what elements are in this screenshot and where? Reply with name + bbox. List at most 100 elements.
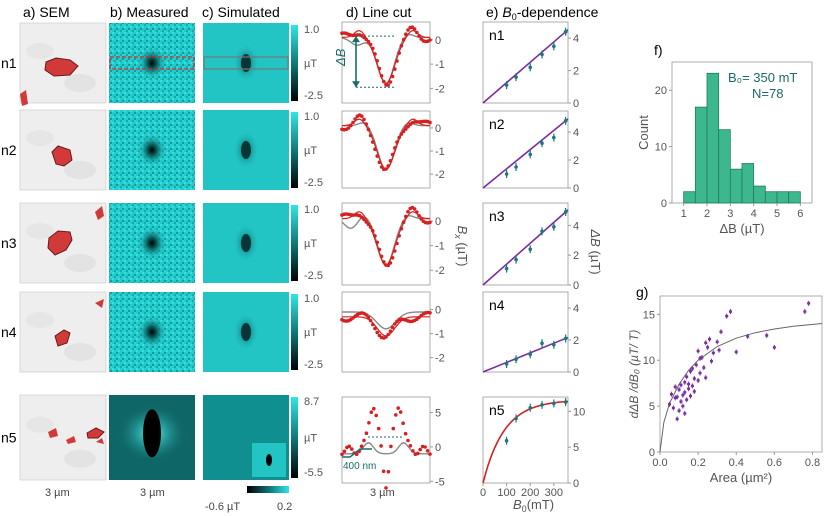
scatter-point	[700, 356, 704, 359]
measured-dipole	[138, 134, 166, 166]
linecut-data-point	[423, 445, 427, 449]
hist-bar	[764, 191, 778, 204]
colorbar-n3	[291, 205, 298, 281]
bdep-data-point	[504, 83, 509, 87]
bdep-data-point	[514, 257, 518, 262]
sem-flake-n4	[54, 329, 71, 347]
scatter-point	[772, 346, 776, 349]
colorbar-n4	[291, 294, 298, 370]
linecut-tick-label: 0	[435, 123, 441, 135]
bdep-data-point	[540, 52, 544, 57]
bdep-x-tick-label: 100	[497, 487, 515, 499]
sem-flake-edge	[95, 206, 104, 220]
scatter-point	[696, 379, 700, 382]
linecut-data-point	[406, 438, 410, 443]
bdep-data-point	[528, 65, 533, 70]
linecut-data-point	[428, 120, 432, 125]
linecut-tick-label: -1	[435, 241, 445, 253]
sem-flake-edge	[96, 438, 104, 444]
histogram-chart: 1 2 3 4 5 6 0 10 20 ΔB (µT) Count B₀= 350 mTN=78	[636, 61, 813, 236]
bdep-xlabel: B0(mT)	[513, 497, 554, 514]
bdep-data-point	[563, 29, 568, 34]
linecut-data-point	[394, 413, 398, 417]
scatter-x-tick-label: 0.8	[805, 457, 820, 469]
linecut-fit-curve	[342, 316, 430, 337]
linecut-data-point	[362, 438, 366, 443]
linecut-data-point	[425, 449, 430, 453]
bdep-data-point	[504, 172, 509, 176]
scatter-point	[692, 377, 696, 380]
scatter-point	[696, 349, 700, 353]
rows-container: n1 1.0 µT -2.5 n2 1.0 µT -2.5 n3 1.0 µT -2.5 n4 1.0 µT…	[1, 21, 585, 499]
sem-texture	[26, 43, 54, 59]
simulated-dipole-core	[241, 141, 251, 159]
linecut-data-point	[412, 27, 417, 31]
simulated-dipole-core	[241, 234, 251, 252]
bdep-tick-label: 0	[573, 478, 579, 490]
linecut-data-point	[403, 431, 408, 436]
colorbar-n5	[291, 397, 298, 478]
bdep-row-label: n2	[489, 116, 505, 132]
linecut-data-point	[416, 451, 420, 456]
linecut-data-point	[364, 431, 369, 436]
linecut-data-point	[369, 410, 374, 415]
colorbar-unit: µT	[304, 58, 317, 70]
bdep-data-point	[514, 357, 518, 362]
linecut-data-point	[367, 421, 371, 425]
linecut-model-curve	[342, 311, 430, 330]
colorbar-top-tick: 1.0	[304, 293, 319, 305]
bdep-tick-label: 4	[573, 303, 579, 315]
bdep-n3: 4 2 0 n3	[482, 202, 579, 292]
scatter-point	[687, 387, 691, 390]
colorbar-bottom-tick: -2.5	[304, 359, 323, 371]
colorbar-top-tick: 1.0	[304, 24, 319, 36]
colorbar-top-tick: 8.7	[304, 396, 319, 408]
panel-label-e: e) B0-dependence	[486, 4, 599, 22]
hist-bar	[788, 191, 801, 204]
scatter-point	[709, 359, 713, 363]
bdep-frame	[482, 21, 569, 104]
linecut-data-point	[384, 486, 388, 490]
scatter-point	[690, 367, 694, 370]
hist-annotation-n: N=78	[752, 86, 783, 101]
scatter-point	[677, 388, 681, 391]
bdep-tick-label: 4	[573, 127, 579, 139]
linecut-data-point	[354, 452, 359, 457]
hist-x-tick-label: 2	[704, 208, 710, 220]
linecut-data-point	[386, 83, 391, 87]
scatter-frame	[659, 295, 823, 453]
sem-flake-n3	[47, 230, 73, 256]
sem-flake-edge	[66, 436, 76, 444]
simulated-dipole-core	[241, 323, 251, 341]
hist-y-tick-label: 20	[655, 85, 667, 97]
linecut-data-point	[360, 215, 364, 220]
linecut-data-point	[376, 426, 381, 431]
linecut-tick-label: -1	[435, 329, 445, 341]
panel-label-d: d) Line cut	[346, 4, 411, 20]
linecut-data-point	[389, 444, 393, 449]
linecut-data-point	[391, 426, 396, 431]
linecut-n1: 0 -1 -2 ΔB	[333, 21, 445, 104]
scatter-point	[688, 370, 692, 373]
bdep-x-tick-label: 200	[521, 487, 539, 499]
linecut-data-point	[406, 28, 410, 32]
measured-lobe-dark	[143, 409, 161, 458]
linecut-n5: 5 0 -5 400 nm	[340, 396, 445, 490]
bdep-x-tick-label: 0	[480, 487, 486, 499]
scatter-point	[681, 393, 685, 397]
bdep-data-point	[540, 403, 544, 407]
bdep-fit-line	[482, 118, 569, 189]
bdep-data-point	[504, 266, 509, 271]
linecut-data-point	[379, 444, 383, 448]
row-label-n3: n3	[1, 235, 17, 251]
bdep-data-point	[540, 341, 544, 346]
delta-b-arrowhead	[352, 81, 360, 88]
sem-flake-edge	[95, 299, 104, 308]
colorbar-bottom-tick: -2.5	[304, 270, 323, 282]
scatter-point	[729, 310, 733, 313]
scatter-point	[803, 310, 807, 313]
hist-x-tick-label: 5	[774, 208, 780, 220]
nm-label: 400 nm	[343, 461, 376, 472]
linecut-fit-curve	[341, 211, 431, 267]
